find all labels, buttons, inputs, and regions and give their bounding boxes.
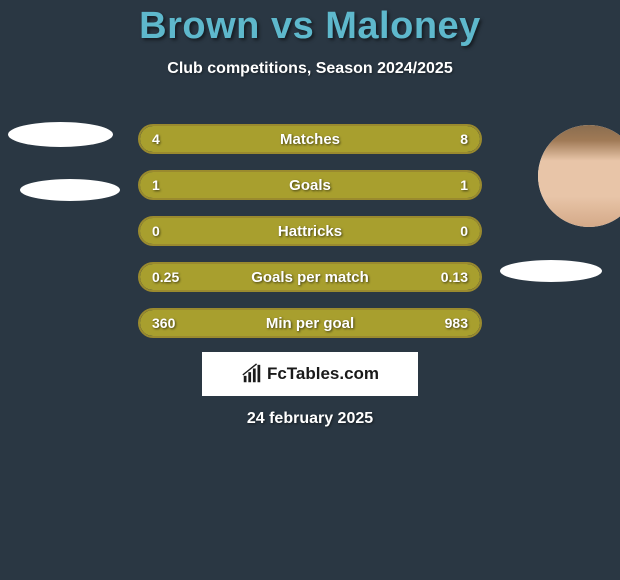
stat-right-value: 0 xyxy=(460,223,468,239)
stat-bar-hattricks: 0 Hattricks 0 xyxy=(138,216,482,246)
player-right-avatar-shape-2 xyxy=(500,260,602,282)
stat-left-value: 0.25 xyxy=(152,269,179,285)
stat-right-value: 0.13 xyxy=(441,269,468,285)
stat-right-value: 983 xyxy=(445,315,468,331)
page-title: Brown vs Maloney xyxy=(0,5,620,48)
stat-label: Min per goal xyxy=(266,315,354,332)
stat-bar-matches: 4 Matches 8 xyxy=(138,124,482,154)
logo-text: FcTables.com xyxy=(267,364,379,384)
player-left-avatar-shape-2 xyxy=(20,179,120,201)
stat-label: Hattricks xyxy=(278,223,342,240)
stat-left-value: 360 xyxy=(152,315,175,331)
stat-left-value: 4 xyxy=(152,131,160,147)
stat-bar-goals: 1 Goals 1 xyxy=(138,170,482,200)
stat-right-value: 8 xyxy=(460,131,468,147)
chart-icon xyxy=(241,363,263,385)
stat-label: Goals xyxy=(289,177,331,194)
player-right-face xyxy=(538,125,620,227)
stats-container: 4 Matches 8 1 Goals 1 0 Hattricks 0 0.25… xyxy=(138,124,482,354)
stat-bar-min-per-goal: 360 Min per goal 983 xyxy=(138,308,482,338)
stat-label: Goals per match xyxy=(251,269,369,286)
stat-left-value: 1 xyxy=(152,177,160,193)
page-subtitle: Club competitions, Season 2024/2025 xyxy=(0,60,620,78)
date-text: 24 february 2025 xyxy=(247,410,373,428)
stat-bar-goals-per-match: 0.25 Goals per match 0.13 xyxy=(138,262,482,292)
stat-right-value: 1 xyxy=(460,177,468,193)
logo-box[interactable]: FcTables.com xyxy=(202,352,418,396)
stat-label: Matches xyxy=(280,131,340,148)
player-right-avatar xyxy=(538,125,620,227)
stat-left-value: 0 xyxy=(152,223,160,239)
header: Brown vs Maloney Club competitions, Seas… xyxy=(0,0,620,78)
player-left-avatar-shape-1 xyxy=(8,122,113,147)
